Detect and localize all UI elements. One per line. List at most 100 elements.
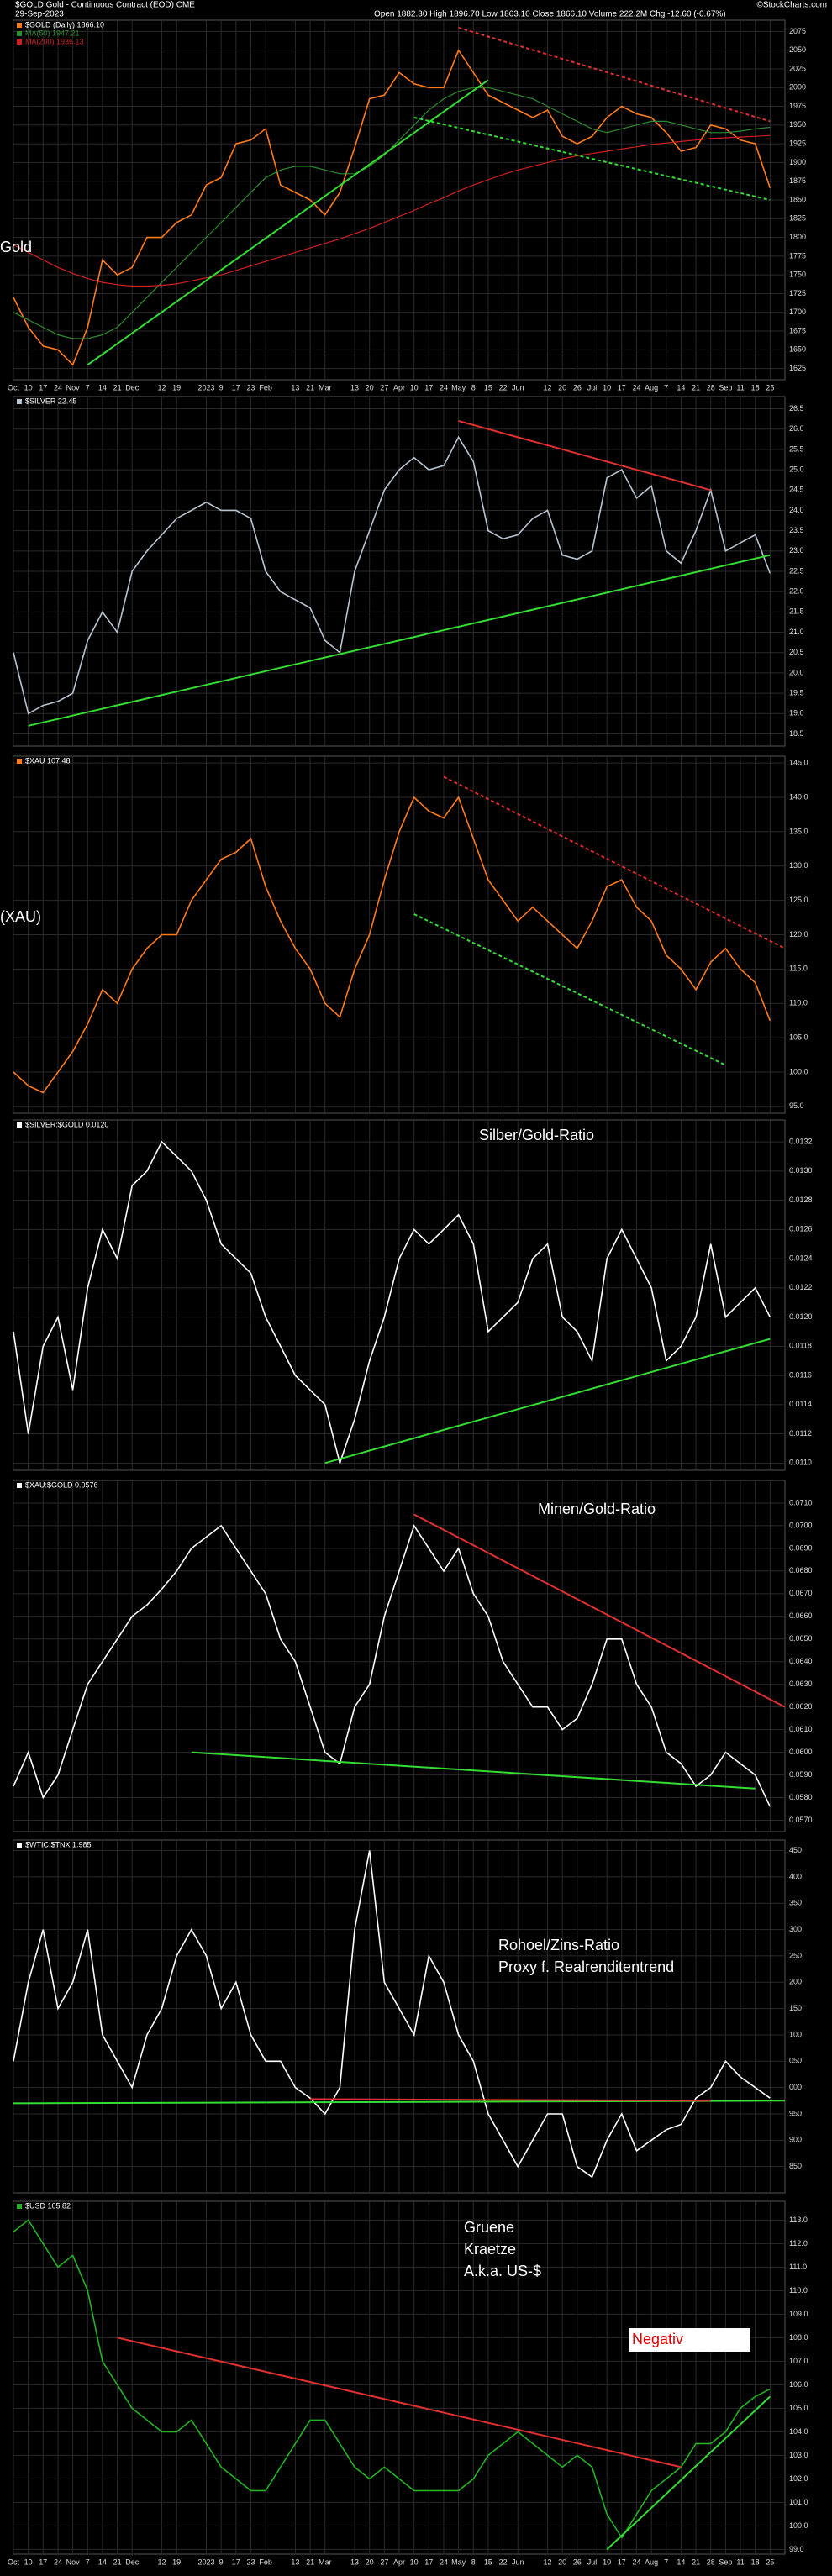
x-tick-label: 17	[232, 383, 240, 392]
y-tick-label: 000	[789, 2083, 802, 2091]
y-tick-label: 0.0120	[789, 1312, 813, 1321]
x-tick-label: 15	[484, 2558, 492, 2566]
annotation: Kraetze	[464, 2241, 516, 2258]
y-tick-label: 0.0650	[789, 1634, 813, 1643]
legend-label: $XAU:$GOLD 0.0576	[25, 1480, 98, 1489]
series-line	[13, 435, 771, 715]
series-line	[13, 2219, 771, 2539]
x-tick-label: 21	[692, 2558, 700, 2566]
y-tick-label: 1875	[789, 176, 806, 185]
y-tick-label: 0.0660	[789, 1611, 813, 1620]
x-tick-label: 12	[158, 2558, 166, 2566]
x-tick-label: Jul	[587, 2558, 598, 2566]
x-tick-label: 9	[219, 2558, 224, 2566]
annotation-box	[629, 2328, 750, 2352]
x-tick-label: Sep	[719, 2558, 732, 2566]
annotation: Negativ	[632, 2331, 683, 2347]
x-tick-label: Mar	[319, 383, 332, 392]
y-tick-label: 300	[789, 1925, 802, 1933]
legend-label: $XAU 107.48	[25, 756, 71, 765]
y-tick-label: 0.0680	[789, 1566, 813, 1575]
credit: ©StockCharts.com	[756, 1, 827, 10]
x-tick-label: 18	[751, 2558, 760, 2566]
trend-line	[28, 554, 771, 727]
x-tick-label: 20	[558, 2558, 566, 2566]
x-tick-label: 19	[172, 383, 181, 392]
x-tick-label: 18	[751, 383, 760, 392]
x-tick-label: 14	[677, 383, 685, 392]
x-tick-label: Mar	[319, 2558, 332, 2566]
legend-label: MA(50) 1947.21	[25, 29, 80, 37]
x-tick-label: 10	[603, 383, 611, 392]
y-tick-label: 24.5	[789, 486, 804, 494]
y-tick-label: 106.0	[789, 2380, 808, 2389]
x-tick-label: 11	[736, 2558, 744, 2566]
x-tick-label: 17	[618, 2558, 626, 2566]
y-tick-label: 0.0590	[789, 1770, 813, 1779]
y-tick-label: 100.0	[789, 1067, 808, 1075]
y-tick-label: 101.0	[789, 2498, 808, 2506]
x-tick-label: 22	[499, 2558, 508, 2566]
annotation: Proxy f. Realrenditentrend	[498, 1958, 674, 1975]
trend-line	[458, 420, 711, 492]
legend-swatch	[17, 1122, 22, 1128]
x-tick-label: Apr	[393, 383, 405, 392]
series-line	[13, 48, 771, 366]
legend-label: $USD 105.82	[25, 2201, 71, 2210]
x-tick-label: 7	[664, 2558, 668, 2566]
x-tick-label: 17	[618, 383, 626, 392]
x-tick-label: 23	[246, 2558, 255, 2566]
y-tick-label: 145.0	[789, 759, 808, 767]
legend-swatch	[17, 1843, 22, 1848]
y-tick-label: 0.0128	[789, 1196, 813, 1204]
y-tick-label: 100.0	[789, 2521, 808, 2530]
y-tick-label: 112.0	[789, 2239, 808, 2247]
x-tick-label: 15	[484, 383, 492, 392]
y-tick-label: 400	[789, 1872, 802, 1880]
y-tick-label: 99.0	[789, 2545, 804, 2553]
legend-label: MA(200) 1936.13	[25, 37, 84, 45]
y-tick-label: 130.0	[789, 861, 808, 870]
y-tick-label: 0.0640	[789, 1657, 813, 1665]
y-tick-label: 22.5	[789, 566, 804, 575]
x-tick-label: Feb	[259, 383, 272, 392]
y-tick-label: 19.0	[789, 709, 804, 718]
trend-line	[413, 913, 726, 1066]
y-tick-label: 0.0122	[789, 1283, 813, 1291]
annotation: Rohoel/Zins-Ratio	[498, 1937, 619, 1953]
annotation: A.k.a. US-$	[464, 2263, 541, 2279]
y-tick-label: 0.0124	[789, 1254, 813, 1262]
annotation: Silber/Gold-Ratio	[479, 1127, 594, 1143]
x-tick-label: 2023	[197, 383, 214, 392]
x-tick-label: Oct	[8, 383, 20, 392]
annotation: Gruene	[464, 2219, 514, 2236]
x-tick-label: Jun	[512, 383, 524, 392]
series-line	[13, 134, 771, 287]
x-tick-label: 25	[766, 383, 774, 392]
y-tick-label: 25.5	[789, 444, 804, 453]
x-tick-label: 21	[113, 383, 122, 392]
x-tick-label: 11	[736, 383, 744, 392]
y-tick-label: 0.0580	[789, 1793, 813, 1801]
x-tick-label: 7	[86, 383, 90, 392]
x-tick-label: 28	[707, 2558, 715, 2566]
x-tick-label: 20	[366, 2558, 374, 2566]
y-tick-label: 1800	[789, 233, 806, 241]
y-tick-label: 450	[789, 1846, 802, 1854]
trend-line	[310, 2098, 711, 2102]
y-tick-label: 120.0	[789, 930, 808, 938]
x-tick-label: 14	[677, 2558, 685, 2566]
series-line	[13, 87, 771, 339]
y-tick-label: 1950	[789, 120, 806, 129]
x-tick-label: 13	[350, 383, 359, 392]
x-tick-label: Sep	[719, 383, 732, 392]
x-tick-label: 27	[380, 2558, 388, 2566]
y-tick-label: 850	[789, 2162, 802, 2170]
y-tick-label: 1975	[789, 102, 806, 110]
y-tick-label: 0.0630	[789, 1680, 813, 1688]
y-tick-label: 1825	[789, 214, 806, 223]
y-tick-label: 95.0	[789, 1101, 804, 1110]
y-tick-label: 110.0	[789, 2286, 808, 2295]
y-tick-label: 200	[789, 1978, 802, 1986]
